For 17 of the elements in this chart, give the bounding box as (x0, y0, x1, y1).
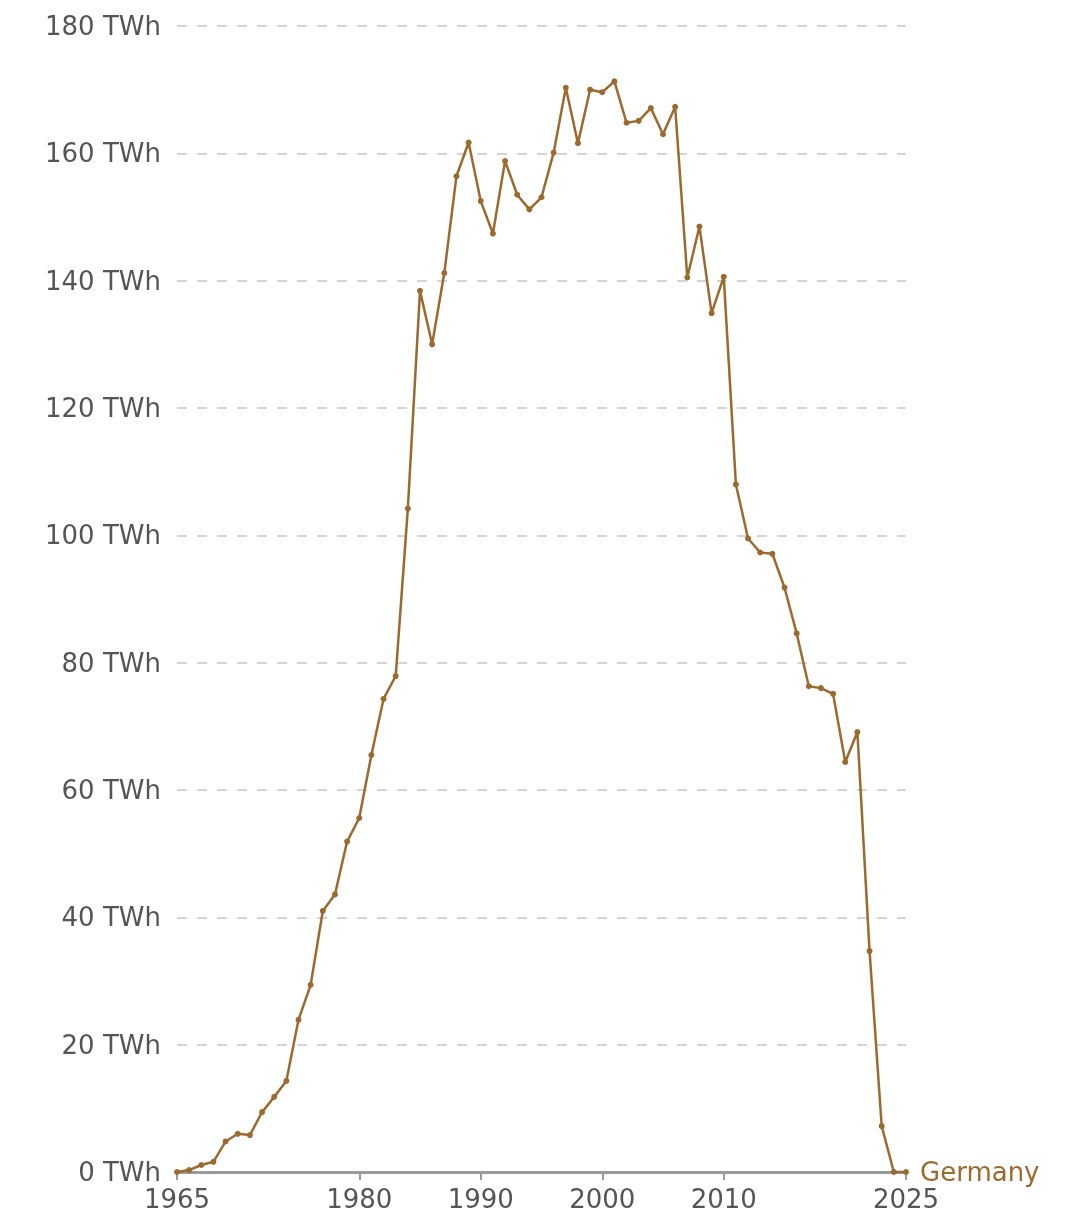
x-tick-label: 2010 (690, 1184, 757, 1214)
x-tick-label: 2025 (872, 1184, 940, 1214)
y-tick-label: 120 TWh (45, 393, 161, 423)
x-tick-label: 1980 (326, 1184, 393, 1214)
y-tick-label: 0 TWh (78, 1157, 161, 1187)
y-tick-label: 160 TWh (45, 138, 161, 169)
y-tick-label: 80 TWh (61, 647, 161, 678)
x-tick-label: 1965 (143, 1184, 211, 1214)
y-tick-label: 60 TWh (61, 775, 161, 805)
y-tick-label: 100 TWh (45, 520, 161, 551)
y-tick-label: 180 TWh (45, 11, 161, 41)
y-tick-label: 140 TWh (45, 265, 161, 296)
y-tick-label: 40 TWh (61, 902, 161, 933)
series-label: Germany (920, 1157, 1040, 1187)
x-tick-label: 2000 (569, 1184, 636, 1214)
y-tick-label: 20 TWh (61, 1029, 161, 1060)
x-tick-label: 1990 (447, 1184, 514, 1214)
